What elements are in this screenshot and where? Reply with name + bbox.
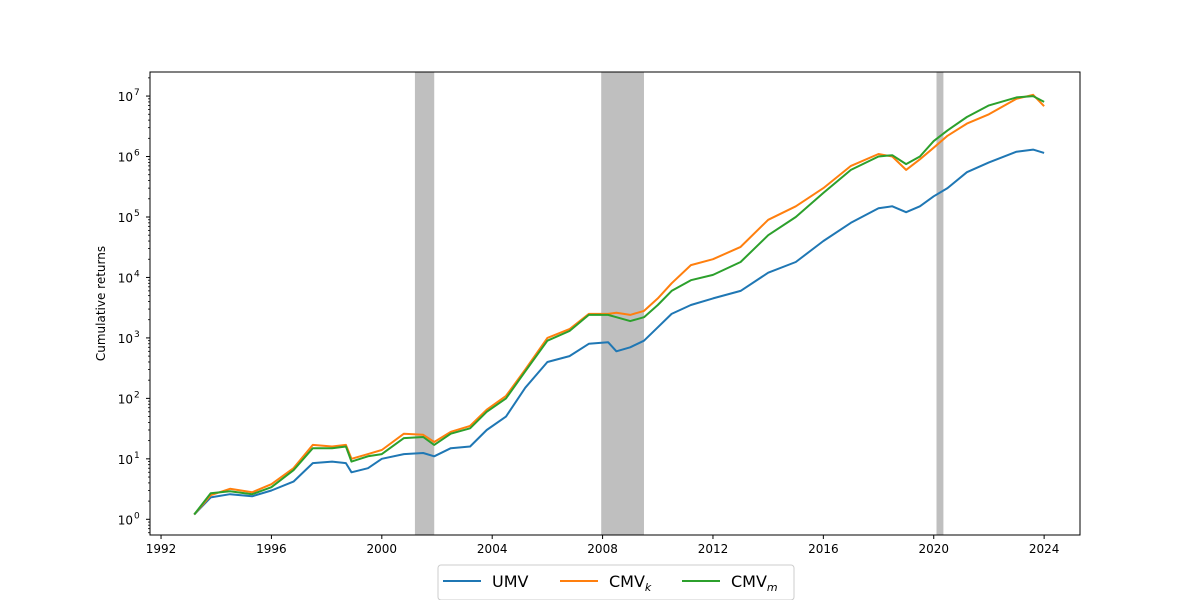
x-tick-label: 2012 [698,542,729,556]
shaded-period-1 [601,72,644,535]
y-tick-exponent: 6 [134,149,140,159]
shaded-period-0 [414,72,435,535]
y-tick-exponent: 5 [134,209,140,219]
y-tick-exponent: 2 [134,390,140,400]
y-tick-label: 10 [118,513,133,527]
x-tick-label: 2000 [367,542,398,556]
y-tick-base: 10 [118,151,133,165]
y-tick-label: 10 [118,90,133,104]
y-tick-exponent: 7 [134,88,140,98]
y-tick-exponent: 3 [134,330,140,340]
y-tick-base: 10 [118,453,133,467]
x-tick-label: 2024 [1029,542,1060,556]
plot-frame [149,71,1081,536]
x-tick-label: 1992 [146,542,177,556]
legend-label-2: CMVm [731,572,778,594]
x-tick-label: 1996 [256,542,287,556]
legend: UMV CMVk CMVm [437,564,795,600]
legend-name: CMV [609,572,645,591]
legend-subscript: k [645,581,652,594]
y-tick-label: 10 [118,332,133,346]
y-tick-base: 10 [118,392,133,406]
y-tick-base: 10 [118,90,133,104]
series-lines [193,93,1045,516]
y-tick-exponent: 1 [134,451,140,461]
series-line-2 [193,95,1045,516]
x-tick-label: 2016 [808,542,839,556]
y-tick-label: 10 [118,392,133,406]
legend-name: UMV [492,572,529,591]
y-tick-label: 10 [118,151,133,165]
x-tick-label: 2004 [477,542,508,556]
y-tick-base: 10 [118,332,133,346]
y-tick-base: 10 [118,513,133,527]
x-tick-label: 2008 [587,542,618,556]
x-tick-label: 2020 [918,542,949,556]
legend-subscript: m [767,581,778,594]
x-axis: 1992 1996 2000 2004 2008 2012 2016 2020 2024 [146,535,1060,556]
y-tick-label: 10 [118,453,133,467]
legend-label-0: UMV [492,572,529,591]
legend-box [437,564,795,600]
y-axis-label: Cumulative returns [94,246,108,361]
shaded-period-2 [936,72,944,535]
legend-label-1: CMVk [609,572,652,594]
recession-shading [414,72,944,535]
series-line-0 [193,148,1045,516]
y-tick-label: 10 [118,211,133,225]
y-tick-base: 10 [118,211,133,225]
y-tick-label: 10 [118,271,133,285]
y-tick-base: 10 [118,271,133,285]
legend-name: CMV [731,572,767,591]
y-tick-exponent: 4 [134,269,140,279]
y-tick-exponent: 0 [134,511,140,521]
